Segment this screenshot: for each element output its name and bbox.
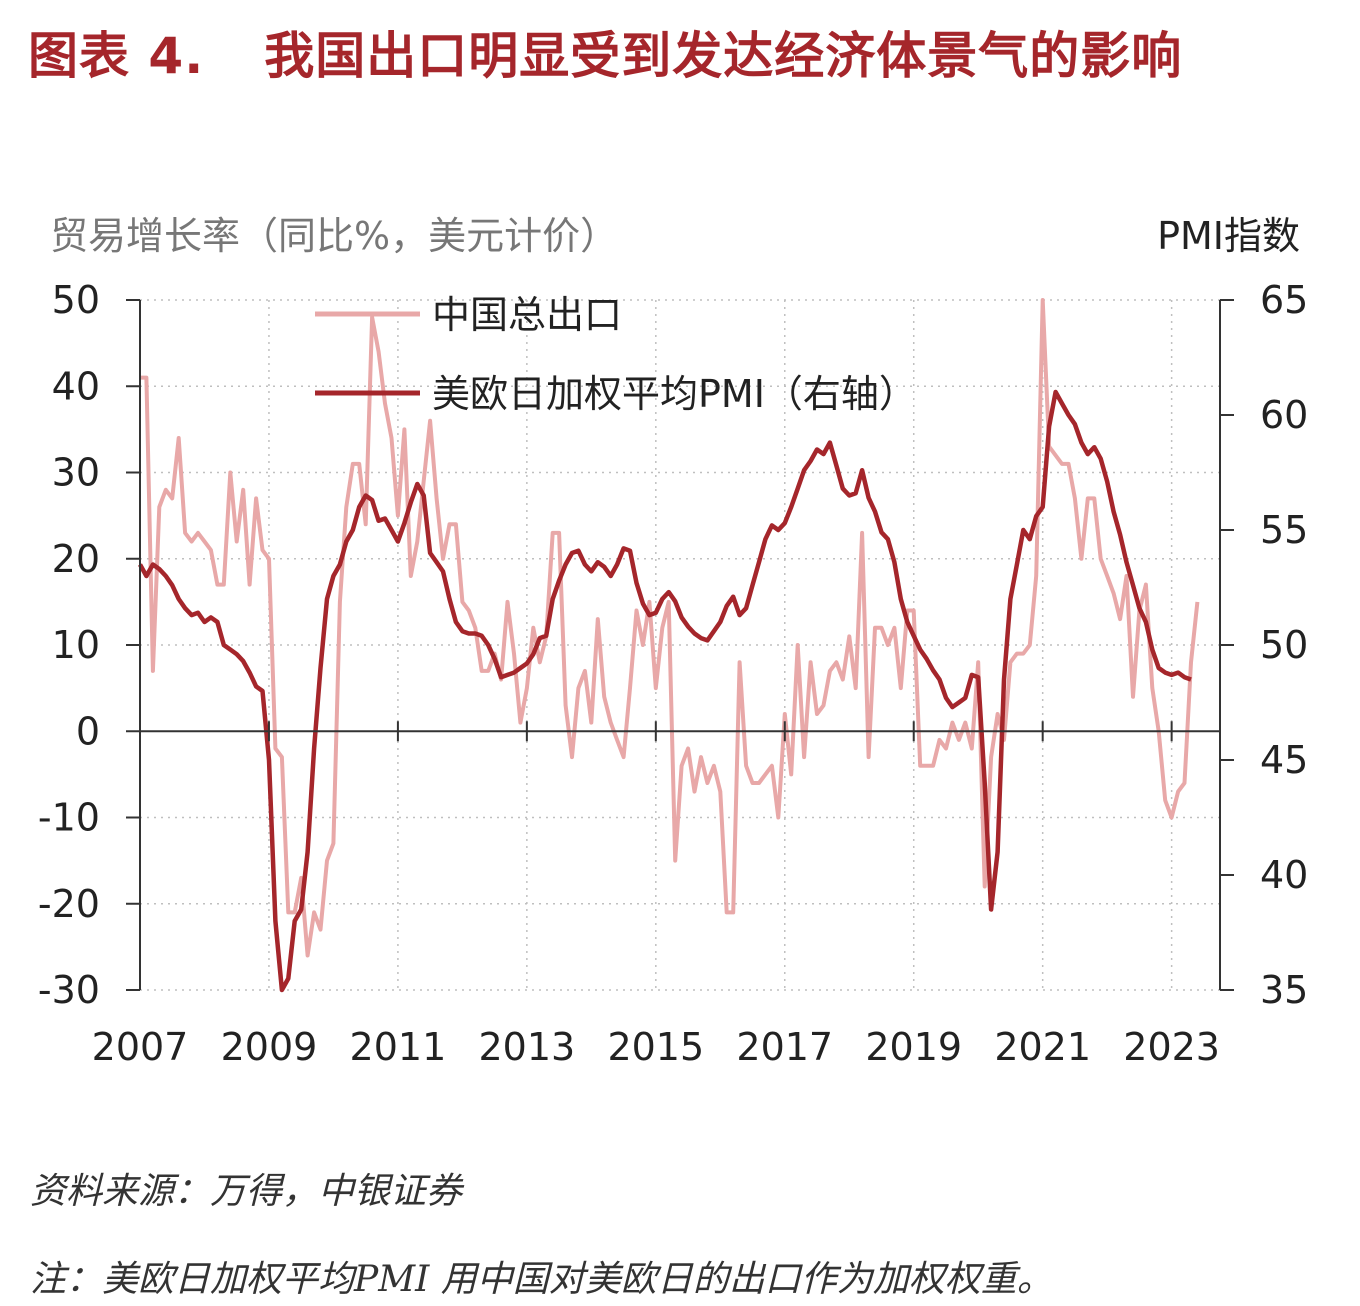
x-tick-label: 2011 — [350, 1025, 447, 1069]
y-tick-label: -10 — [38, 796, 100, 840]
right-axis-title: PMI指数 — [1157, 214, 1300, 258]
series-line-pmi — [138, 389, 1192, 993]
source-note: 资料来源：万得，中银证券 — [30, 1171, 463, 1212]
figure-title-text: 我国出口明显受到发达经济体景气的影响 — [264, 27, 1183, 85]
y-tick-label: 40 — [52, 364, 100, 408]
axes: 50 40 30 20 10 0 -10 -20 -30 65 60 55 50 45 40 35 2007 20… — [38, 278, 1308, 1069]
y2-tick-label: 40 — [1260, 853, 1308, 897]
series-line-export — [140, 298, 1200, 958]
y2-tick-label: 35 — [1260, 968, 1308, 1012]
figure-title: 图表 4. 我国出口明显受到发达经济体景气的影响 — [28, 16, 1182, 88]
y-tick-label: 30 — [52, 451, 100, 495]
y-tick-label: -20 — [38, 882, 100, 926]
x-tick-label: 2023 — [1123, 1025, 1220, 1069]
left-axis-title: 贸易增长率（同比%，美元计价） — [50, 214, 619, 258]
y-tick-label: -30 — [38, 968, 100, 1012]
footnote: 注：美欧日加权平均PMI 用中国对美欧日的出口作为加权权重。 — [30, 1259, 1053, 1300]
legend-item-pmi-label: 美欧日加权平均PMI（右轴） — [432, 372, 917, 416]
y2-tick-label: 45 — [1260, 738, 1308, 782]
x-tick-label: 2013 — [479, 1025, 576, 1069]
x-tick-label: 2021 — [994, 1025, 1091, 1069]
y-tick-label: 50 — [52, 278, 100, 322]
x-tick-label: 2009 — [221, 1025, 318, 1069]
y2-tick-label: 50 — [1260, 623, 1308, 667]
x-tick-label: 2019 — [865, 1025, 962, 1069]
y-tick-label: 10 — [52, 623, 100, 667]
series-layer — [138, 298, 1200, 993]
line-chart: 50 40 30 20 10 0 -10 -20 -30 65 60 55 50 45 40 35 2007 20… — [38, 278, 1308, 1069]
y2-tick-label: 60 — [1260, 393, 1308, 437]
legend-item-export-label: 中国总出口 — [432, 293, 622, 337]
y2-tick-label: 55 — [1260, 508, 1308, 552]
figure-label: 图表 4. — [28, 27, 205, 85]
y-tick-label: 0 — [76, 709, 100, 753]
y2-tick-label: 65 — [1260, 278, 1308, 322]
y-tick-label: 20 — [52, 537, 100, 581]
x-tick-label: 2007 — [92, 1025, 189, 1069]
x-tick-label: 2015 — [607, 1025, 704, 1069]
x-tick-label: 2017 — [736, 1025, 833, 1069]
